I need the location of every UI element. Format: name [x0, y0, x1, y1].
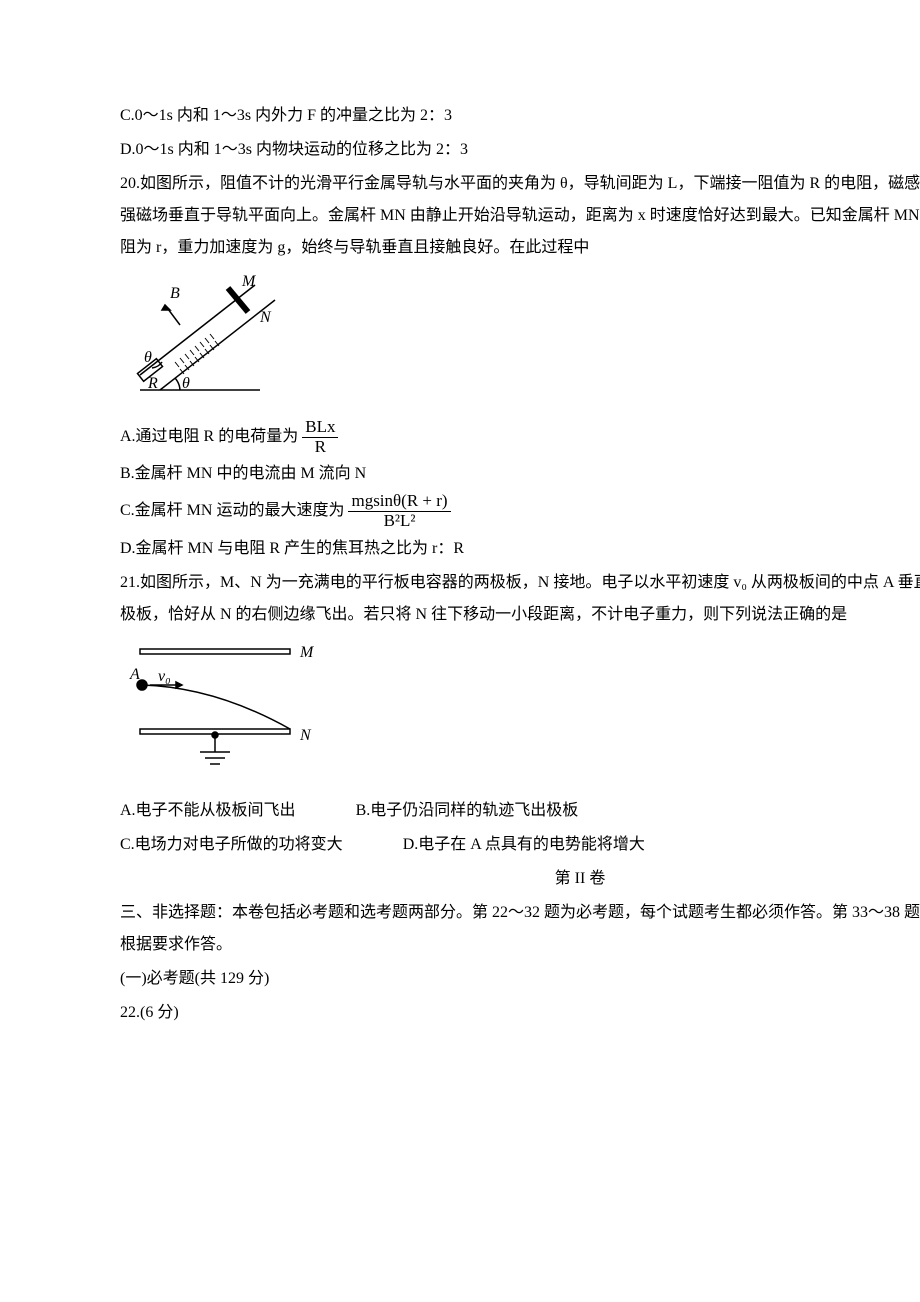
q21-figure-svg: M N A v₀: [120, 637, 330, 777]
q21-option-a: A.电子不能从极板间飞出: [120, 795, 296, 827]
part3-sub1: (一)必考题(共 129 分): [120, 963, 920, 995]
q20-option-c-den: B²L²: [348, 512, 450, 531]
part3-instructions: 三、非选择题：本卷包括必考题和选考题两部分。第 22～32 题为必考题，每个试题…: [120, 897, 920, 961]
q21-label-A: A: [129, 666, 140, 683]
q21-option-b: B.电子仍沿同样的轨迹飞出极板: [356, 795, 579, 827]
q20-label-theta2: θ: [182, 375, 190, 392]
q20-label-N: N: [259, 309, 272, 326]
q20-option-c-frac: mgsinθ(R + r) B²L²: [348, 492, 450, 530]
q21-label-v0: v₀: [158, 668, 171, 685]
q20-option-a-den: R: [302, 438, 338, 457]
q20-label-M: M: [241, 273, 257, 290]
q21-option-d: D.电子在 A 点具有的电势能将增大: [403, 829, 645, 861]
q19-option-c: C.0～1s 内和 1～3s 内外力 F 的冲量之比为 2：3: [120, 100, 920, 132]
q20-figure-svg: B M N R θ θ: [120, 270, 300, 400]
q20-figure: B M N R θ θ: [120, 270, 920, 412]
q22-heading: 22.(6 分): [120, 997, 920, 1029]
q21-figure: M N A v₀: [120, 637, 920, 789]
q20-option-c-text: C.金属杆 MN 运动的最大速度为: [120, 502, 344, 519]
q20-option-a-text: A.通过电阻 R 的电荷量为: [120, 428, 298, 445]
q19-option-d: D.0～1s 内和 1～3s 内物块运动的位移之比为 2：3: [120, 134, 920, 166]
section2-heading: 第 II 卷: [120, 863, 920, 895]
q20-option-b: B.金属杆 MN 中的电流由 M 流向 N: [120, 458, 920, 490]
q20-option-a-num: BLx: [302, 418, 338, 438]
q20-label-R: R: [147, 375, 158, 392]
q21-option-c: C.电场力对电子所做的功将变大: [120, 829, 343, 861]
q20-stem: 20.如图所示，阻值不计的光滑平行金属导轨与水平面的夹角为 θ，导轨间距为 L，…: [120, 168, 920, 264]
q21-label-M: M: [299, 644, 315, 661]
q20-option-d: D.金属杆 MN 与电阻 R 产生的焦耳热之比为 r：R: [120, 533, 920, 565]
q20-option-c: C.金属杆 MN 运动的最大速度为 mgsinθ(R + r) B²L²: [120, 492, 920, 530]
q21-label-N: N: [299, 727, 312, 744]
q21-stem: 21.如图所示，M、N 为一充满电的平行板电容器的两极板，N 接地。电子以水平初…: [120, 567, 920, 631]
q20-label-B: B: [170, 285, 180, 302]
q20-label-theta1: θ: [144, 349, 152, 366]
q20-option-a-frac: BLx R: [302, 418, 338, 456]
q20-option-c-num: mgsinθ(R + r): [348, 492, 450, 512]
q20-option-a: A.通过电阻 R 的电荷量为 BLx R: [120, 418, 920, 456]
